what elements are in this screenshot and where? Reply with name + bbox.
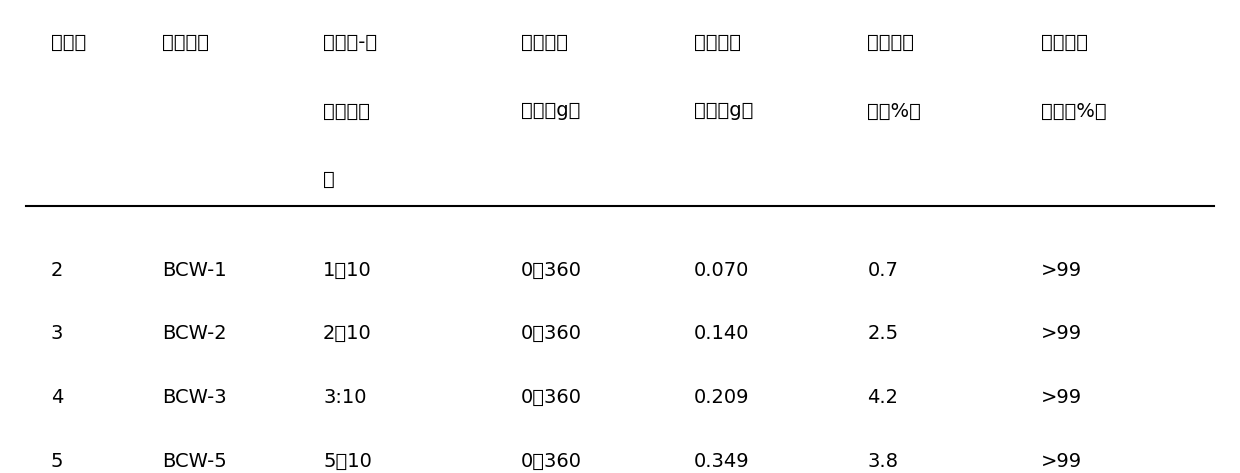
Text: 钨酸铋的: 钨酸铋的 (694, 33, 742, 52)
Text: 5：10: 5：10 (324, 452, 372, 471)
Text: 0．360: 0．360 (521, 324, 582, 343)
Text: 0．360: 0．360 (521, 261, 582, 280)
Text: 1：10: 1：10 (324, 261, 372, 280)
Text: 5: 5 (51, 452, 63, 471)
Text: 比: 比 (324, 170, 335, 189)
Text: 样品编号: 样品编号 (162, 33, 210, 52)
Text: 苯酚的选: 苯酚的选 (1040, 33, 1087, 52)
Text: BCW-1: BCW-1 (162, 261, 227, 280)
Text: 3.8: 3.8 (868, 452, 899, 471)
Text: 3:10: 3:10 (324, 388, 367, 407)
Text: 3: 3 (51, 324, 63, 343)
Text: 钨酸铋-钨: 钨酸铋-钨 (324, 33, 377, 52)
Text: >99: >99 (1040, 452, 1081, 471)
Text: BCW-3: BCW-3 (162, 388, 227, 407)
Text: 质量（g）: 质量（g） (694, 102, 754, 121)
Text: 酸镉摩尔: 酸镉摩尔 (324, 102, 370, 121)
Text: 实施例: 实施例 (51, 33, 86, 52)
Text: 择性（%）: 择性（%） (1040, 102, 1106, 121)
Text: 4: 4 (51, 388, 63, 407)
Text: >99: >99 (1040, 324, 1081, 343)
Text: BCW-5: BCW-5 (162, 452, 227, 471)
Text: >99: >99 (1040, 261, 1081, 280)
Text: 2.5: 2.5 (868, 324, 899, 343)
Text: 2: 2 (51, 261, 63, 280)
Text: 0．360: 0．360 (521, 388, 582, 407)
Text: 质量（g）: 质量（g） (521, 102, 580, 121)
Text: BCW-2: BCW-2 (162, 324, 227, 343)
Text: 0.070: 0.070 (694, 261, 750, 280)
Text: 0.349: 0.349 (694, 452, 750, 471)
Text: >99: >99 (1040, 388, 1081, 407)
Text: 0．360: 0．360 (521, 452, 582, 471)
Text: 钨酸镉的: 钨酸镉的 (521, 33, 568, 52)
Text: 0.209: 0.209 (694, 388, 750, 407)
Text: 4.2: 4.2 (868, 388, 899, 407)
Text: 0.140: 0.140 (694, 324, 750, 343)
Text: 2：10: 2：10 (324, 324, 372, 343)
Text: 0.7: 0.7 (868, 261, 898, 280)
Text: 率（%）: 率（%） (868, 102, 921, 121)
Text: 苯的转化: 苯的转化 (868, 33, 914, 52)
